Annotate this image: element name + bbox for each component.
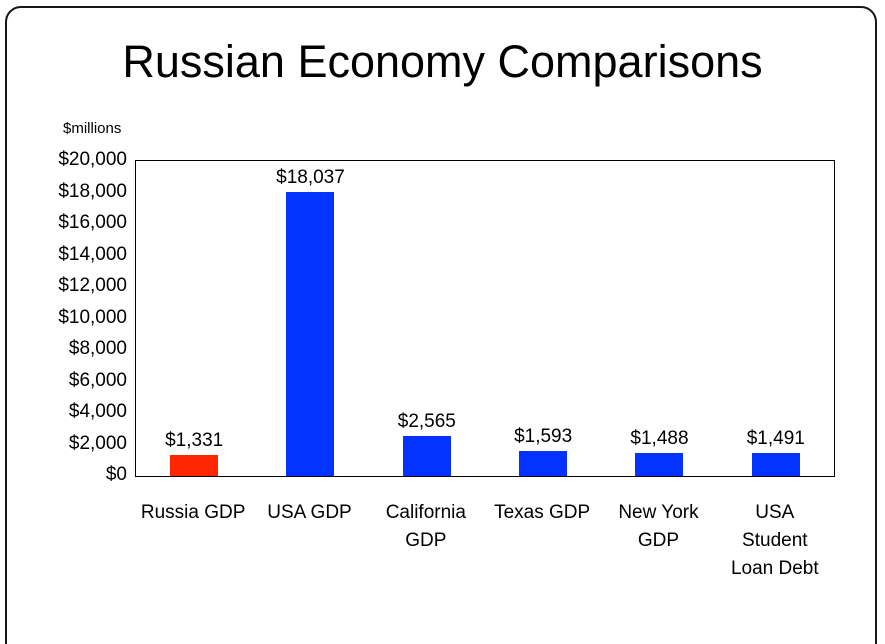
bar-value-label: $2,565 bbox=[397, 410, 456, 432]
bar-group: $1,593 bbox=[485, 161, 601, 476]
chart-title: Russian Economy Comparisons bbox=[122, 36, 763, 87]
y-axis-tick-label: $18,000 bbox=[58, 180, 127, 202]
y-axis-unit-label: $millions bbox=[63, 120, 122, 137]
y-axis-tick-label: $14,000 bbox=[58, 243, 127, 265]
x-axis-category-label: New York GDP bbox=[618, 502, 699, 551]
bar-value-label: $1,491 bbox=[746, 427, 805, 449]
bar bbox=[635, 452, 684, 476]
y-axis-tick-label: $20,000 bbox=[58, 149, 127, 170]
y-axis-tick-label: $10,000 bbox=[58, 306, 127, 328]
y-axis-tick-label: $8,000 bbox=[68, 338, 127, 359]
x-axis-category-label: Russia GDP bbox=[140, 502, 246, 523]
bar bbox=[751, 452, 800, 476]
bar bbox=[170, 455, 219, 476]
y-axis-tick-label: $6,000 bbox=[68, 369, 127, 391]
y-axis-tick-label: $16,000 bbox=[58, 212, 127, 233]
x-axis-category-label: California GDP bbox=[385, 502, 466, 551]
bars-row: $1,331 $18,037 $2,565 $1,593 $1,488 $1,491 bbox=[136, 161, 834, 476]
bar-value-label: $1,331 bbox=[165, 430, 224, 452]
x-axis-category-label: Texas GDP bbox=[494, 502, 591, 523]
y-axis-tick-label: $4,000 bbox=[68, 401, 127, 422]
x-axis-labels: Russia GDP USA GDP California GDP Texas GDP N… bbox=[135, 499, 833, 583]
bar-group: $1,491 bbox=[718, 161, 834, 476]
bar-group: $2,565 bbox=[369, 161, 485, 476]
bar bbox=[519, 450, 568, 476]
bar-value-label: $1,488 bbox=[630, 427, 689, 449]
bar bbox=[286, 191, 335, 476]
y-axis-tick-label: $2,000 bbox=[68, 432, 127, 454]
bar-value-label: $1,593 bbox=[514, 425, 573, 447]
x-axis-category-label: USA Student Loan Debt bbox=[730, 502, 819, 579]
bar bbox=[402, 435, 451, 476]
y-axis-ticks: $20,000 $18,000 $16,000 $14,000 $12,000 $10,0… bbox=[30, 149, 127, 485]
y-axis-tick-label: $0 bbox=[105, 464, 127, 485]
x-axis-category-label: USA GDP bbox=[267, 502, 352, 523]
bar-group: $1,488 bbox=[601, 161, 717, 476]
y-axis-tick-label: $12,000 bbox=[58, 275, 127, 296]
bar-group: $1,331 bbox=[136, 161, 252, 476]
bar-value-label: $18,037 bbox=[276, 166, 345, 188]
bar-group: $18,037 bbox=[252, 161, 368, 476]
plot-area: $1,331 $18,037 $2,565 $1,593 $1,488 $1,491 bbox=[135, 160, 835, 477]
